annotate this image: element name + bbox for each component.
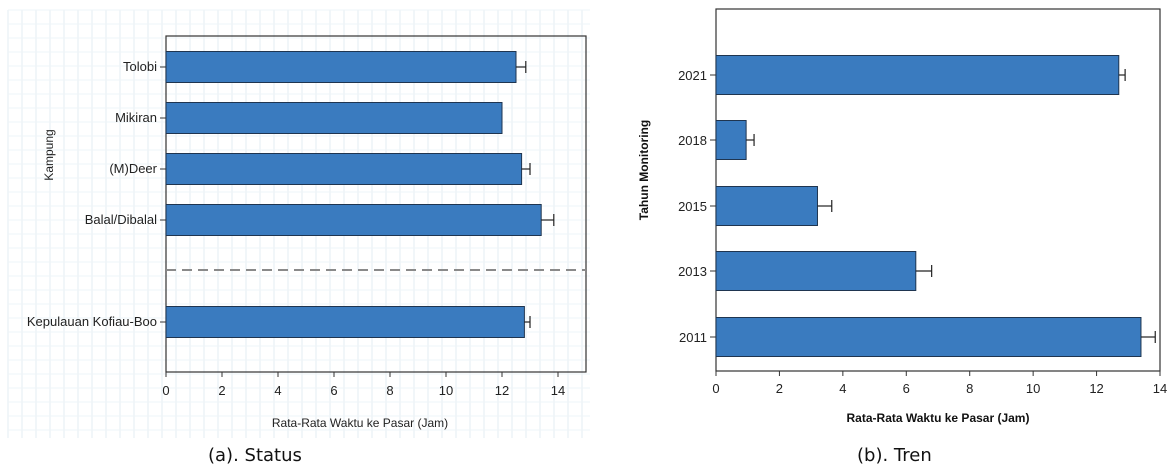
trend-x-tick-label: 8 (966, 381, 973, 396)
trend-y-tick-label: 2011 (679, 330, 707, 345)
trend-x-tick-label: 2 (776, 381, 783, 396)
trend-bar (715, 55, 1120, 95)
trend-x-tick-label: 4 (839, 381, 846, 396)
status-x-tick-label: 14 (551, 383, 565, 398)
trend-y-tick-label: 2018 (678, 133, 707, 148)
trend-x-tick-label: 12 (1089, 381, 1103, 396)
caption-status: (a). Status (208, 445, 302, 466)
status-x-tick-label: 10 (439, 383, 453, 398)
status-x-tick-label: 4 (274, 383, 281, 398)
status-x-axis-label: Rata-Rata Waktu ke Pasar (Jam) (272, 416, 448, 430)
status-bar (165, 306, 525, 338)
trend-bar (715, 251, 917, 291)
status-x-tick-label: 0 (162, 383, 169, 398)
status-y-tick-label: Tolobi (123, 59, 157, 74)
trend-x-axis-label: Rata-Rata Waktu ke Pasar (Jam) (847, 411, 1030, 425)
trend-x-tick-label: 0 (712, 381, 719, 396)
trend-y-axis-label: Tahun Monitoring (637, 120, 651, 220)
status-bar (165, 102, 503, 134)
status-y-tick-label: Mikiran (115, 110, 157, 125)
status-x-tick-label: 2 (218, 383, 225, 398)
trend-bar (715, 120, 747, 160)
trend-bar (715, 317, 1142, 357)
status-y-axis-label: Kampung (42, 129, 56, 180)
caption-trend: (b). Tren (857, 445, 932, 466)
status-bar (165, 153, 523, 185)
trend-y-tick-label: 2021 (678, 68, 707, 83)
status-y-tick-label: Balal/Dibalal (85, 212, 157, 227)
trend-bar (715, 186, 818, 226)
status-x-tick-label: 6 (330, 383, 337, 398)
trend-x-tick-label: 14 (1153, 381, 1167, 396)
trend-y-tick-label: 2015 (678, 199, 707, 214)
status-x-tick-label: 8 (386, 383, 393, 398)
trend-x-tick-label: 6 (903, 381, 910, 396)
status-bar (165, 51, 517, 83)
status-y-tick-label: (M)Deer (109, 161, 157, 176)
status-bar (165, 204, 542, 236)
status-x-tick-label: 12 (495, 383, 509, 398)
trend-x-tick-label: 10 (1026, 381, 1040, 396)
status-y-tick-label: Kepulauan Kofiau-Boo (27, 314, 157, 329)
trend-y-tick-label: 2013 (678, 264, 707, 279)
